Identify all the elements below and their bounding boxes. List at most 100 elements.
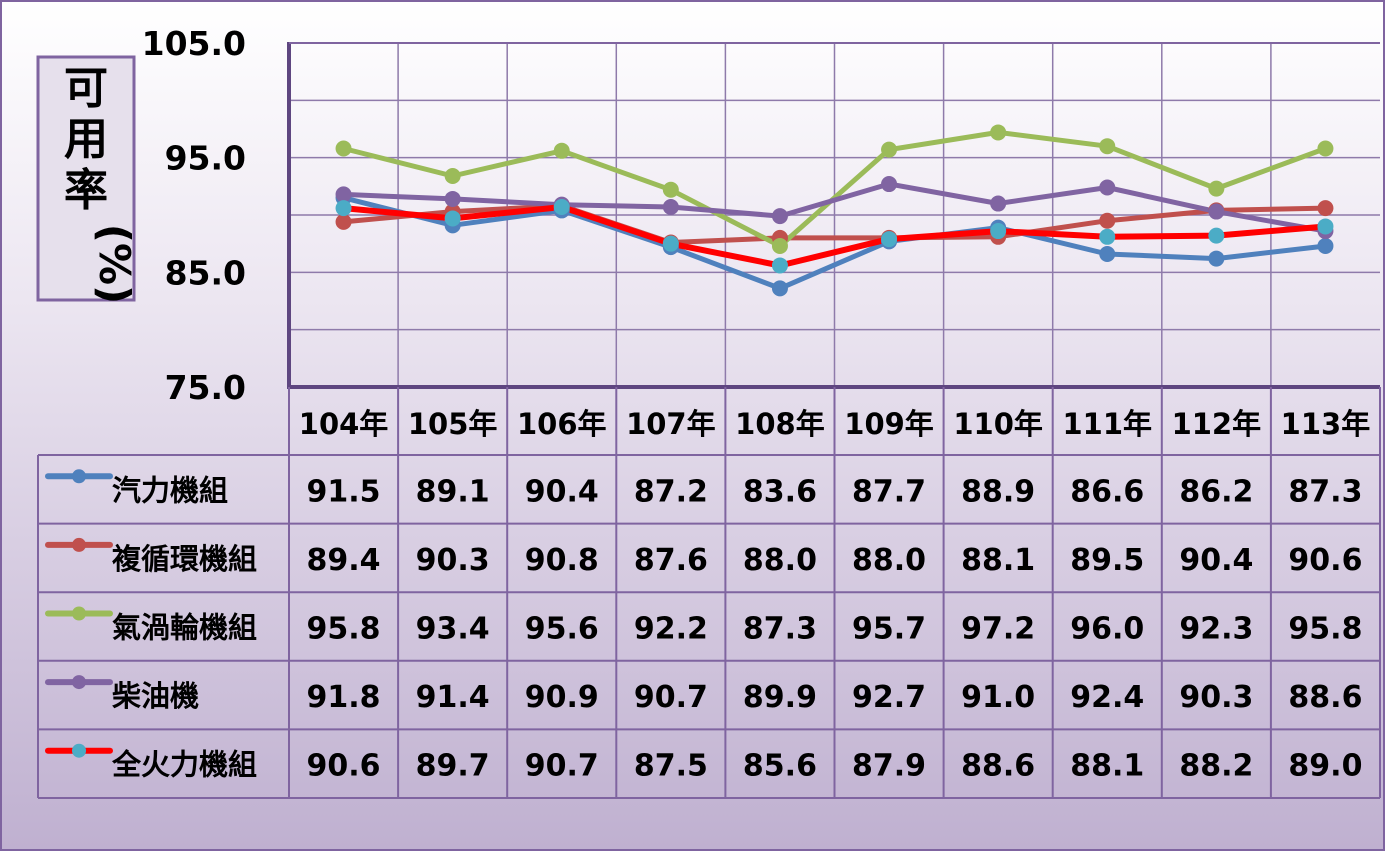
data-value-cell: 89.1	[416, 474, 490, 509]
y-axis-label-char: 可	[64, 63, 108, 114]
series-name: 柴油機	[112, 679, 199, 713]
data-value-cell: 87.5	[634, 749, 708, 784]
y-axis-label-char: 用	[64, 114, 108, 165]
x-category-label: 112年	[1172, 407, 1262, 441]
data-value-cell: 88.6	[961, 749, 1035, 784]
data-point	[662, 235, 679, 252]
data-value-cell: 92.2	[634, 612, 708, 647]
data-point	[771, 237, 788, 254]
y-tick-label: 105.0	[142, 24, 246, 63]
data-point	[881, 231, 898, 248]
series-line	[343, 204, 1326, 269]
data-value-cell: 95.8	[1288, 612, 1362, 647]
y-tick-label: 95.0	[165, 139, 246, 178]
series-lines	[342, 129, 1327, 291]
data-value-cell: 95.8	[307, 612, 381, 647]
data-value-cell: 88.1	[1070, 749, 1144, 784]
data-point	[1099, 245, 1116, 262]
data-value-cell: 87.6	[634, 543, 708, 578]
data-value-cell: 86.6	[1070, 474, 1144, 509]
data-value-cell: 88.9	[961, 474, 1035, 509]
data-table: 汽力機組 91.5 89.1 90.4 87.2 83.6 87.7 88.9 86.6 86.2…	[37, 387, 1381, 799]
data-point	[1208, 180, 1225, 197]
y-tick-label: 85.0	[165, 253, 246, 292]
y-tick-label: 75.0	[165, 368, 246, 407]
series-name: 汽力機組	[112, 473, 228, 507]
data-value-cell: 91.8	[307, 680, 381, 715]
legend-key-marker	[72, 537, 86, 552]
data-point	[662, 198, 679, 215]
data-value-cell: 85.6	[743, 749, 817, 784]
data-point	[444, 190, 461, 207]
y-axis-label-char: 率	[64, 165, 108, 216]
data-value-cell: 90.4	[1179, 543, 1253, 578]
data-value-cell: 92.3	[1179, 612, 1253, 647]
data-value-cell: 90.6	[307, 749, 381, 784]
data-point	[1317, 237, 1334, 254]
data-value-cell: 91.0	[961, 680, 1035, 715]
data-value-cell: 88.2	[1179, 749, 1253, 784]
data-value-cell: 90.3	[1179, 680, 1253, 715]
y-axis-ticks: 105.0 95.0 85.0 75.0	[142, 24, 246, 407]
legend-key-marker	[72, 606, 86, 621]
data-value-cell: 89.9	[743, 680, 817, 715]
data-value-cell: 90.6	[1288, 543, 1362, 578]
data-point	[444, 210, 461, 227]
data-point	[990, 223, 1007, 240]
data-point	[335, 140, 352, 157]
data-value-cell: 89.0	[1288, 749, 1362, 784]
data-value-cell: 83.6	[743, 474, 817, 509]
data-value-cell: 88.6	[1288, 680, 1362, 715]
data-value-cell: 90.7	[634, 680, 708, 715]
data-value-cell: 86.2	[1179, 474, 1253, 509]
data-value-cell: 87.7	[852, 474, 926, 509]
x-category-label: 113年	[1281, 407, 1371, 441]
data-point	[335, 200, 352, 217]
data-point	[1317, 200, 1334, 217]
data-value-cell: 93.4	[416, 612, 490, 647]
y-axis-label-frame	[36, 55, 136, 302]
x-category-label: 111年	[1062, 407, 1152, 441]
x-category-label: 109年	[844, 407, 934, 441]
data-point	[881, 176, 898, 193]
data-value-cell: 90.7	[525, 749, 599, 784]
series-line	[343, 203, 1326, 245]
data-value-cell: 88.0	[852, 543, 926, 578]
data-point	[553, 198, 570, 215]
x-category-label: 105年	[408, 407, 498, 441]
series-name: 全火力機組	[111, 748, 257, 782]
x-category-label: 104年	[299, 407, 389, 441]
data-point	[771, 280, 788, 297]
data-value-cell: 87.9	[852, 749, 926, 784]
data-value-cell: 90.8	[525, 543, 599, 578]
data-value-cell: 92.7	[852, 680, 926, 715]
x-category-label: 106年	[517, 407, 607, 441]
y-axis-label-box: 可用率 (%)	[36, 55, 139, 304]
x-category-label: 107年	[626, 407, 716, 441]
series-line	[342, 195, 1326, 291]
data-value-cell: 88.1	[961, 543, 1035, 578]
data-value-cell: 88.0	[743, 543, 817, 578]
data-point	[1099, 138, 1116, 155]
data-point	[335, 213, 352, 230]
data-point	[1208, 227, 1225, 244]
data-value-cell: 87.2	[634, 474, 708, 509]
data-value-cell: 90.3	[416, 543, 490, 578]
data-point	[990, 195, 1007, 212]
series-name: 氣渦輪機組	[112, 611, 257, 645]
data-value-cell: 91.5	[307, 474, 381, 509]
data-point	[444, 168, 461, 185]
series-name: 複循環機組	[112, 542, 257, 576]
data-value-cell: 97.2	[961, 612, 1035, 647]
data-point	[1208, 203, 1225, 220]
data-point	[662, 181, 679, 198]
data-point	[553, 142, 570, 159]
data-point	[1099, 212, 1116, 229]
data-point	[1099, 228, 1116, 245]
data-point	[1317, 140, 1334, 157]
y-axis-label-unit: (%)	[90, 224, 139, 304]
data-point	[335, 186, 352, 203]
data-point	[1317, 218, 1334, 235]
